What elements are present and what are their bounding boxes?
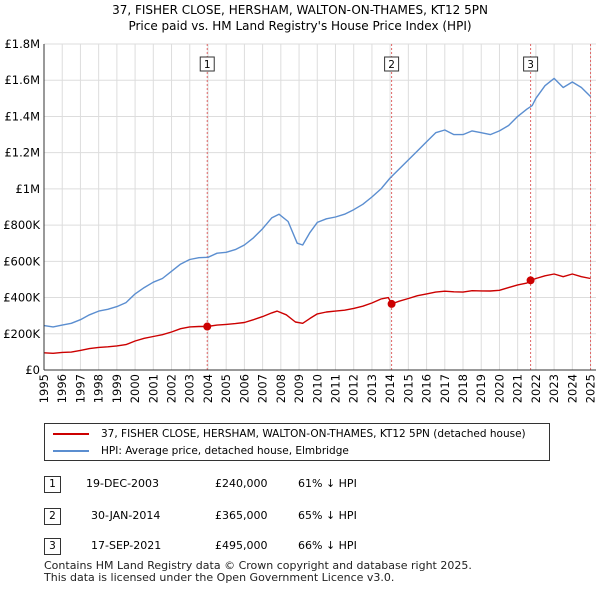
footer-license: This data is licensed under the Open Gov… [44, 571, 395, 584]
x-tick-label: 1996 [55, 374, 69, 403]
x-tick-label: 2009 [292, 374, 306, 403]
legend-label-property: 37, FISHER CLOSE, HERSHAM, WALTON-ON-THA… [101, 428, 526, 440]
sale-point [387, 299, 396, 308]
x-tick-label: 2020 [492, 374, 506, 403]
y-tick-label: £600K [3, 254, 40, 268]
sale-number-badge: 1 [44, 476, 61, 493]
x-tick-label: 2004 [201, 374, 215, 403]
sale-date: 19-DEC-2003 [86, 477, 160, 490]
x-tick-label: 2003 [183, 374, 197, 403]
legend-item-property: 37, FISHER CLOSE, HERSHAM, WALTON-ON-THA… [53, 426, 526, 442]
sale-label-box [199, 56, 215, 72]
y-tick-label: £1.4M [4, 109, 40, 123]
y-tick-label: £1.8M [4, 37, 40, 51]
x-tick-label: 1999 [110, 374, 124, 403]
sale-label-number: 3 [527, 59, 534, 71]
x-tick-label: 2022 [529, 374, 543, 403]
price-chart: £0 £200K £400K £600K £800K £1M £1.2M £1.4M £1.6M… [3, 37, 598, 403]
x-tick-label: 1997 [73, 374, 87, 403]
sale-label-number: 1 [204, 59, 211, 71]
legend-swatch-property [53, 433, 89, 435]
series-line-property [43, 273, 591, 354]
x-tick-label: 2005 [219, 374, 233, 403]
x-tick-label: 2007 [256, 374, 270, 403]
x-tick-label: 2008 [274, 374, 288, 403]
sale-price: £495,000 [215, 539, 268, 552]
x-tick-label: 2023 [547, 374, 561, 403]
sale-point [526, 276, 535, 285]
x-tick-label: 2010 [310, 374, 324, 403]
x-tick-label: 2013 [365, 374, 379, 403]
footer-attribution: Contains HM Land Registry data © Crown c… [44, 560, 472, 584]
x-tick-label: 2002 [165, 374, 179, 403]
y-tick-label: £800K [3, 218, 40, 232]
x-tick-label: 2012 [347, 374, 361, 403]
x-tick-label: 2024 [565, 374, 579, 403]
sale-label-box [384, 56, 400, 72]
x-tick-label: 2011 [328, 374, 342, 403]
sale-hpi-diff: 66% ↓ HPI [298, 539, 357, 552]
sale-price: £365,000 [215, 509, 268, 522]
x-tick-label: 2018 [456, 374, 470, 403]
sale-number-badge: 2 [44, 508, 61, 525]
y-tick-label: £200K [3, 327, 40, 341]
plot-area [44, 44, 596, 370]
legend-label-hpi: HPI: Average price, detached house, Elmb… [101, 445, 349, 457]
chart-subtitle: Price paid vs. HM Land Registry's House … [128, 19, 472, 33]
x-tick-label: 1998 [92, 374, 106, 403]
y-tick-label: £1.2M [4, 146, 40, 160]
x-tick-label: 2000 [128, 374, 142, 403]
sale-price: £240,000 [215, 477, 268, 490]
x-tick-label: 1995 [37, 374, 51, 403]
x-tick-label: 2021 [511, 374, 525, 403]
sale-hpi-diff: 65% ↓ HPI [298, 509, 357, 522]
chart-title: 37, FISHER CLOSE, HERSHAM, WALTON-ON-THA… [112, 3, 488, 17]
sale-number-badge: 3 [44, 538, 61, 555]
legend-item-hpi: HPI: Average price, detached house, Elmb… [53, 443, 349, 459]
series-line-hpi [43, 77, 591, 328]
sale-date: 30-JAN-2014 [91, 509, 161, 522]
y-tick-label: £1.6M [4, 73, 40, 87]
x-tick-label: 2016 [420, 374, 434, 403]
chart-legend: 37, FISHER CLOSE, HERSHAM, WALTON-ON-THA… [44, 423, 550, 461]
legend-swatch-hpi [53, 450, 89, 452]
sale-label-number: 2 [388, 59, 395, 71]
y-tick-label: £0 [25, 363, 40, 377]
y-tick-label: £400K [3, 291, 40, 305]
x-tick-label: 2017 [438, 374, 452, 403]
x-tick-label: 2001 [146, 374, 160, 403]
x-tick-label: 2019 [474, 374, 488, 403]
x-tick-label: 2025 [584, 374, 598, 403]
sale-hpi-diff: 61% ↓ HPI [298, 477, 357, 490]
footer-copyright: Contains HM Land Registry data © Crown c… [44, 559, 472, 572]
sale-point [203, 322, 212, 331]
x-tick-label: 2015 [401, 374, 415, 403]
sale-date: 17-SEP-2021 [91, 539, 162, 552]
x-tick-label: 2006 [237, 374, 251, 403]
sale-label-box [523, 56, 539, 72]
y-tick-label: £1M [15, 182, 40, 196]
x-tick-label: 2014 [383, 374, 397, 403]
